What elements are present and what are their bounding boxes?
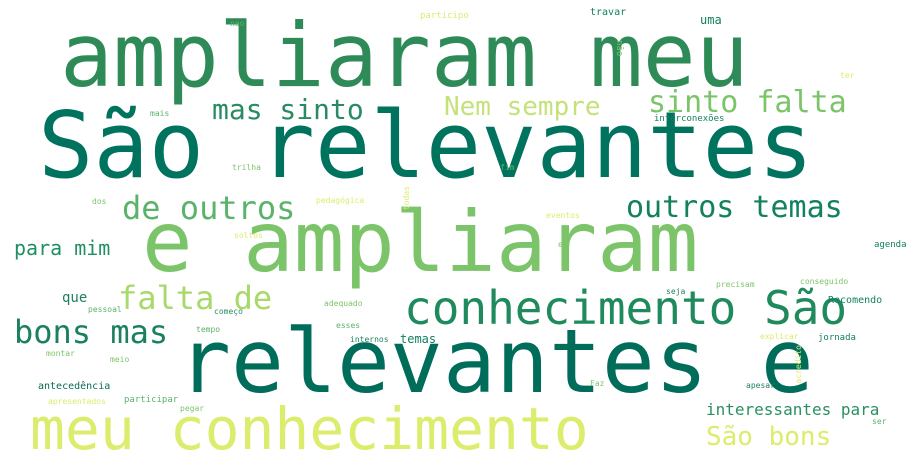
cloud-word: nao: [230, 19, 245, 28]
cloud-word: não: [614, 40, 624, 57]
cloud-word: interessantes para: [706, 400, 880, 419]
cloud-word: conseguido: [800, 277, 849, 286]
cloud-word: participo: [420, 11, 469, 21]
cloud-word: tempo: [196, 325, 221, 334]
cloud-word: fim: [500, 163, 515, 172]
cloud-word: pedagógica: [316, 196, 365, 205]
cloud-word: participar: [124, 395, 179, 405]
cloud-word: dos: [92, 197, 107, 206]
cloud-word: bons mas: [14, 313, 169, 351]
cloud-word: montar: [46, 349, 75, 358]
cloud-word: ser: [872, 417, 887, 426]
cloud-word: agenda: [874, 240, 907, 250]
cloud-word: uma: [700, 13, 722, 27]
cloud-word: precisam: [716, 280, 755, 289]
cloud-word: Nem sempre: [444, 92, 601, 122]
cloud-word: antecedência: [38, 381, 111, 392]
cloud-word: relevantes e: [178, 310, 814, 413]
cloud-word: para mim: [14, 236, 111, 260]
cloud-word: Recomendo: [828, 295, 883, 306]
cloud-word: eu: [558, 240, 568, 249]
cloud-word: interconexões: [654, 114, 725, 124]
cloud-word: meio: [110, 355, 130, 364]
cloud-word: São relevantes: [38, 92, 814, 199]
cloud-word: pegar: [180, 404, 205, 413]
cloud-word: soltos: [234, 231, 263, 240]
cloud-word: conhecimento São: [404, 281, 848, 335]
cloud-word: Faz: [590, 379, 605, 388]
cloud-word: adequado: [324, 299, 363, 308]
cloud-word: ter: [840, 71, 855, 80]
cloud-word: acredito: [794, 345, 803, 384]
cloud-word: jornada: [818, 333, 856, 343]
cloud-word: de outros: [122, 189, 296, 227]
cloud-word: mais: [150, 109, 170, 118]
cloud-word: começo: [214, 307, 243, 316]
cloud-word: todas: [402, 186, 411, 211]
cloud-word: eventos: [546, 211, 580, 220]
cloud-word: apresentados: [48, 397, 106, 406]
cloud-word: travar: [590, 7, 627, 18]
cloud-word: mas sinto: [212, 93, 364, 126]
cloud-word: internos: [350, 335, 389, 344]
cloud-word: pessoal: [88, 305, 122, 314]
cloud-word: ampliaram meu: [60, 4, 749, 107]
cloud-word: que: [62, 290, 88, 306]
cloud-word: apesar: [746, 381, 775, 390]
cloud-word: seja: [666, 287, 686, 296]
cloud-word: explicar: [760, 332, 799, 341]
cloud-word: trilha: [232, 163, 261, 172]
cloud-word: sinto falta: [648, 85, 847, 120]
cloud-word: temas: [400, 332, 437, 346]
cloud-word: meu conhecimento: [30, 395, 589, 463]
cloud-word: outros temas: [626, 190, 843, 225]
cloud-word: e ampliaram: [142, 193, 699, 291]
cloud-word: São bons: [706, 422, 832, 452]
cloud-word: esses: [336, 321, 361, 330]
cloud-word: falta de: [118, 279, 273, 317]
